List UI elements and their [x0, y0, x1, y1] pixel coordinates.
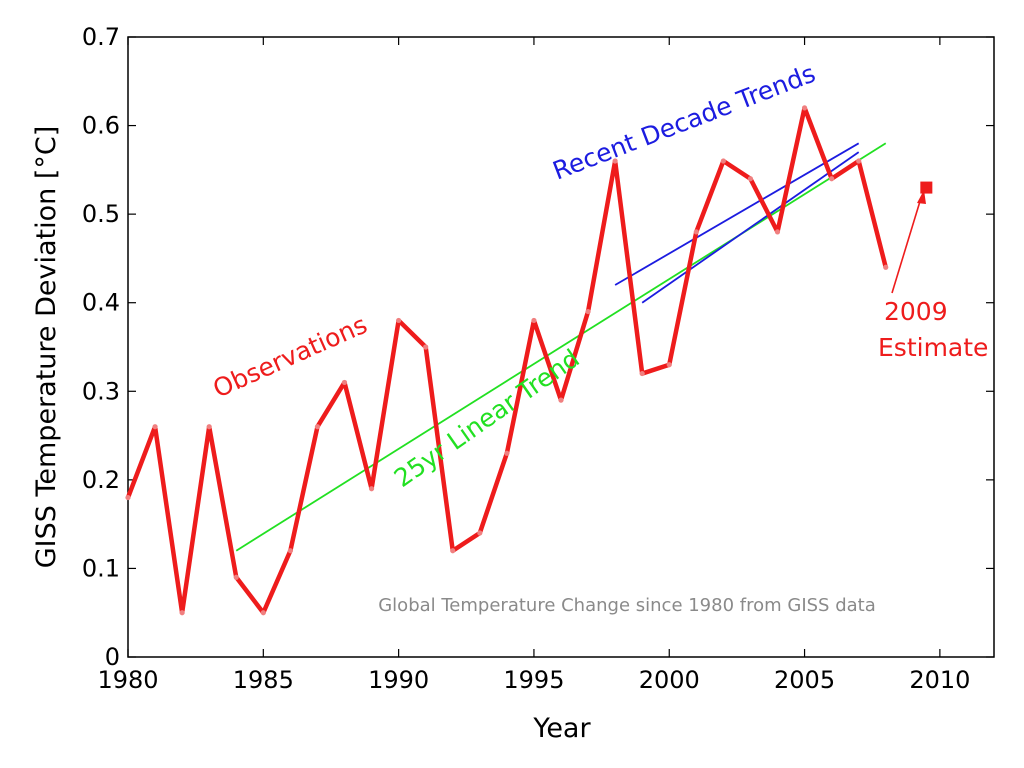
observation-point [531, 317, 537, 324]
observation-point [883, 264, 889, 270]
observation-point [747, 176, 754, 182]
estimate-year-label: 2009 [884, 297, 948, 326]
y-tick-label: 0.5 [82, 200, 120, 228]
observation-point [125, 494, 131, 501]
decade-trend-line [641, 151, 860, 304]
observation-point [693, 229, 699, 235]
observation-point [260, 610, 266, 616]
observation-point [396, 317, 402, 324]
observation-point [341, 379, 348, 386]
y-tick-label: 0.6 [82, 112, 120, 140]
y-tick-label: 0 [105, 643, 120, 671]
observation-point [179, 610, 185, 616]
y-tick-label: 0.3 [82, 377, 120, 405]
estimate-word-label: Estimate [878, 333, 988, 362]
y-axis-title: GISS Temperature Deviation [°C] [31, 126, 62, 569]
observation-point [233, 574, 239, 580]
observation-point [287, 548, 293, 554]
observation-point [504, 450, 510, 456]
y-tick-label: 0.4 [82, 289, 120, 317]
observation-point [585, 308, 591, 315]
observations-line [125, 105, 888, 615]
x-tick-label: 1980 [97, 666, 158, 694]
x-tick-label: 2005 [774, 666, 835, 694]
y-tick-label: 0.2 [82, 466, 120, 494]
chart-note: Global Temperature Change since 1980 fro… [378, 595, 876, 616]
observation-point [856, 158, 862, 164]
observation-point [152, 424, 158, 430]
x-tick-label: 1985 [233, 666, 294, 694]
x-tick-label: 2000 [639, 666, 700, 694]
observation-point [801, 105, 808, 111]
y-tick-label: 0.7 [82, 23, 120, 51]
decade-trend-line [614, 142, 860, 286]
x-tick-label: 1990 [368, 666, 429, 694]
observation-point [558, 397, 564, 403]
observation-point [666, 362, 672, 368]
x-axis-title: Year [532, 713, 591, 744]
y-axis: 0 0.1 0.2 0.3 0.4 0.5 0.6 0.7 [82, 23, 994, 671]
series-layer [125, 105, 933, 616]
plot-frame [127, 36, 995, 658]
x-axis: 1980 1985 1990 1995 2000 2005 2010 [97, 37, 970, 694]
observation-point [477, 530, 483, 536]
observation-point [720, 158, 726, 164]
decade-trends-label: Recent Decade Trends [549, 59, 820, 186]
observation-point [368, 486, 375, 492]
observation-point [774, 229, 781, 235]
observation-point [639, 370, 645, 377]
y-tick-label: 0.1 [82, 554, 120, 582]
observation-point [314, 424, 321, 430]
x-tick-label: 1995 [503, 666, 564, 694]
plot-area [127, 36, 995, 658]
estimate-2009-marker [920, 181, 933, 194]
observation-point [423, 344, 429, 350]
estimate-arrowhead [917, 190, 926, 204]
observation-point [829, 176, 835, 182]
observation-point [206, 424, 212, 430]
x-tick-label: 2010 [909, 666, 970, 694]
observation-point [612, 158, 618, 164]
linear-trend-line [235, 142, 887, 552]
linear-trend-label: 25yr Linear Trend [389, 344, 585, 493]
observation-point [450, 548, 456, 554]
estimate-arrow [891, 197, 922, 294]
